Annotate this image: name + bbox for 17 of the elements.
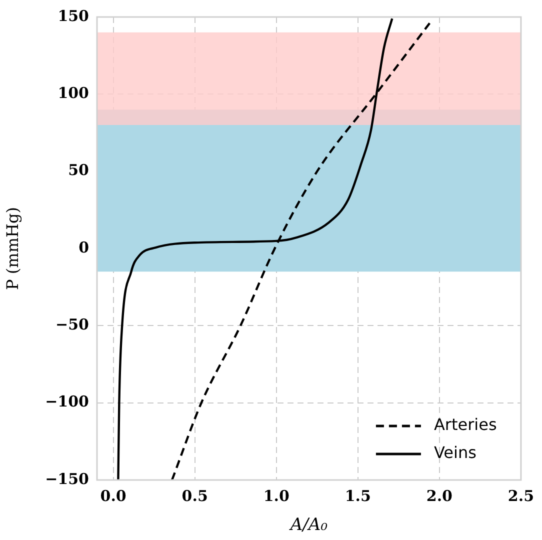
legend-label: Veins [434, 443, 476, 462]
x-axis-title: A/A₀ [288, 515, 328, 536]
y-axis-title: P (mmHg) [2, 207, 22, 290]
x-tick-label: 2.5 [508, 486, 534, 505]
x-tick-label: 2.0 [426, 486, 452, 505]
y-tick-label: −100 [45, 392, 89, 411]
x-tick-label: 0.0 [100, 486, 126, 505]
y-tick-label: 150 [58, 6, 89, 25]
x-tick-label: 1.0 [263, 486, 290, 505]
y-tick-label: 50 [68, 161, 89, 180]
legend-label: Arteries [434, 415, 497, 434]
y-tick-label: −150 [45, 470, 89, 488]
x-tick-label: 1.5 [344, 486, 371, 505]
y-tick-label: 100 [58, 84, 89, 102]
y-tick-label: −50 [56, 316, 89, 334]
x-tick-label: 0.5 [182, 486, 208, 505]
y-tick-label: 0 [78, 238, 89, 256]
